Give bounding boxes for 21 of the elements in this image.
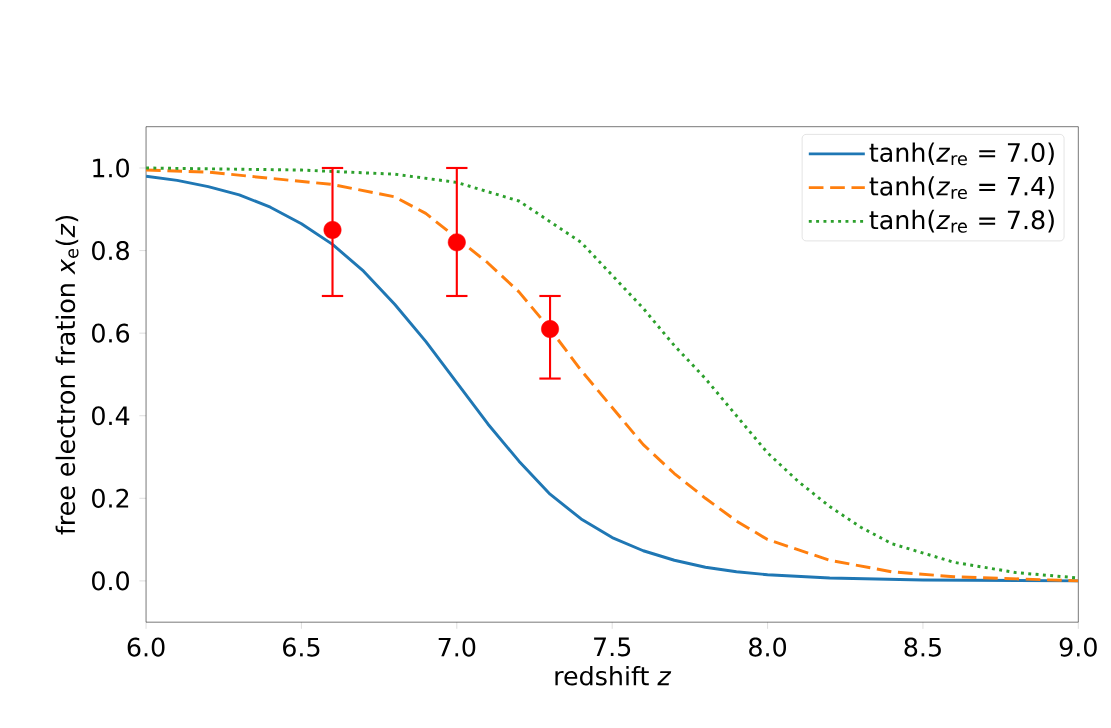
y-tick-label: 0.4	[92, 406, 130, 426]
y-tick-label: 0.0	[92, 571, 129, 591]
y-axis-title: free electron fration x$_{e}$(z)	[55, 215, 79, 535]
y-tick-label: 1.0	[93, 158, 129, 178]
x-tick-label: 8.5	[904, 637, 941, 657]
point	[447, 233, 466, 252]
y-tick-label: 0.2	[92, 488, 129, 508]
x-tick-label: 8.0	[749, 637, 787, 657]
y-tick-label: 0.6	[92, 323, 130, 343]
x-tick-label: 6.0	[127, 637, 165, 657]
x-tick-label: 9.0	[1059, 637, 1097, 657]
legend-label: tanh(z$_{re}$ = 7.8)	[869, 209, 1054, 233]
x-tick-label: 6.5	[283, 637, 320, 657]
point	[541, 319, 559, 338]
legend-label: tanh(z$_{re}$ = 7.0)	[869, 142, 1054, 166]
legend-label: tanh(z$_{re}$ = 7.4)	[869, 176, 1054, 199]
point	[323, 220, 342, 239]
x-tick-label: 7.0	[438, 637, 476, 657]
y-tick-label: 0.8	[92, 240, 129, 261]
x-tick-label: 7.5	[594, 637, 631, 657]
x-axis-title: redshift z	[555, 665, 672, 686]
